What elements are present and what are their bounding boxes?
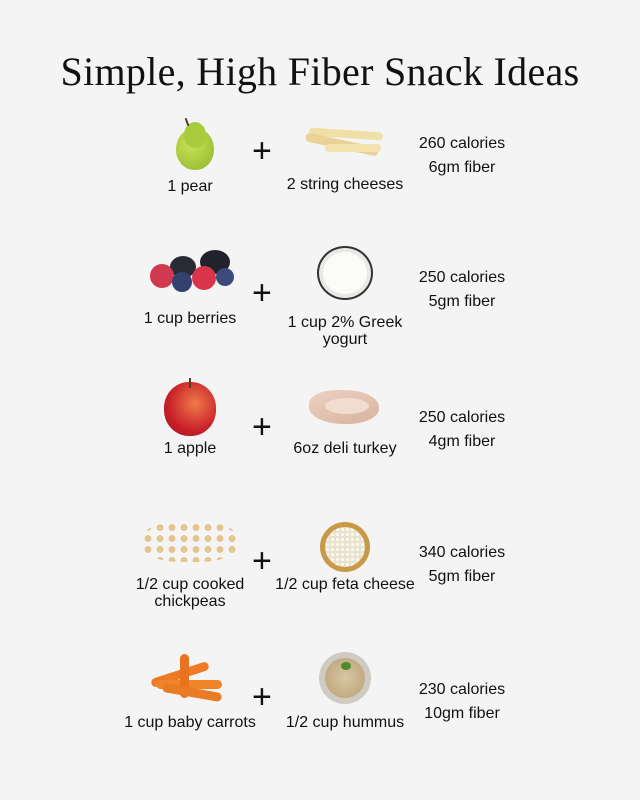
page-title: Simple, High Fiber Snack Ideas: [60, 49, 580, 94]
calories: 250 calories: [418, 269, 506, 286]
snack-label: 1 apple: [163, 440, 217, 457]
plus-icon: +: [252, 542, 272, 580]
snack-label: 1 pear: [167, 178, 213, 195]
snack-label: 1 cup baby carrots: [124, 714, 256, 731]
baby-carrots-icon: [140, 650, 240, 706]
plus-icon: +: [252, 132, 272, 170]
snack-item-right: 1/2 cup hummus: [270, 650, 420, 731]
snack-label: 1/2 cup cooked chickpeas: [135, 576, 245, 610]
snack-label: 2 string cheeses: [286, 176, 404, 193]
fiber: 6gm fiber: [428, 159, 496, 176]
snack-row: 1 apple + 6oz deli turkey 250 calories 4…: [0, 378, 640, 508]
calories: 260 calories: [418, 135, 506, 152]
string-cheese-icon: [295, 122, 395, 184]
nutrition-info: 340 calories 5gm fiber: [400, 541, 524, 589]
snack-label: 6oz deli turkey: [293, 440, 397, 457]
fiber: 5gm fiber: [428, 293, 496, 310]
calories: 250 calories: [418, 409, 506, 426]
snack-item-left: 1 cup baby carrots: [115, 650, 265, 731]
snack-item-left: 1 apple: [115, 378, 265, 457]
greek-yogurt-icon: [295, 246, 395, 308]
snack-row: 1 cup berries + 1 cup 2% Greek yogurt 25…: [0, 246, 640, 376]
snack-item-right: 1 cup 2% Greek yogurt: [270, 246, 420, 348]
snack-label: 1/2 cup feta cheese: [275, 576, 415, 593]
snack-item-right: 6oz deli turkey: [270, 378, 420, 457]
snack-row: 1 pear + 2 string cheeses 260 calories 6…: [0, 117, 640, 252]
snack-item-left: 1/2 cup cooked chickpeas: [115, 520, 265, 610]
chickpeas-icon: [140, 520, 240, 566]
nutrition-info: 230 calories 10gm fiber: [400, 678, 524, 726]
nutrition-info: 250 calories 4gm fiber: [400, 406, 524, 454]
plus-icon: +: [252, 408, 272, 446]
fiber: 5gm fiber: [428, 568, 496, 585]
snack-label: 1 cup berries: [143, 310, 237, 327]
hummus-icon: [295, 650, 395, 706]
pear-icon: [140, 117, 240, 184]
plus-icon: +: [252, 678, 272, 716]
snack-item-right: 1/2 cup feta cheese: [270, 520, 420, 593]
plus-icon: +: [252, 274, 272, 312]
snack-item-left: 1 cup berries: [115, 246, 265, 327]
snack-label: 1 cup 2% Greek yogurt: [287, 314, 403, 348]
snack-item-right: 2 string cheeses: [270, 122, 420, 193]
nutrition-info: 250 calories 5gm fiber: [400, 266, 524, 314]
berries-icon: [140, 246, 240, 308]
calories: 340 calories: [418, 544, 506, 561]
nutrition-info: 260 calories 6gm fiber: [400, 132, 524, 180]
deli-turkey-icon: [295, 378, 395, 440]
apple-icon: [140, 378, 240, 440]
snack-row: 1/2 cup cooked chickpeas + 1/2 cup feta …: [0, 520, 640, 650]
snack-label: 1/2 cup hummus: [285, 714, 405, 731]
fiber: 4gm fiber: [428, 433, 496, 450]
calories: 230 calories: [418, 681, 506, 698]
feta-cheese-icon: [295, 520, 395, 572]
fiber: 10gm fiber: [424, 705, 500, 722]
snack-item-left: 1 pear: [115, 117, 265, 195]
snack-row: 1 cup baby carrots + 1/2 cup hummus 230 …: [0, 650, 640, 780]
